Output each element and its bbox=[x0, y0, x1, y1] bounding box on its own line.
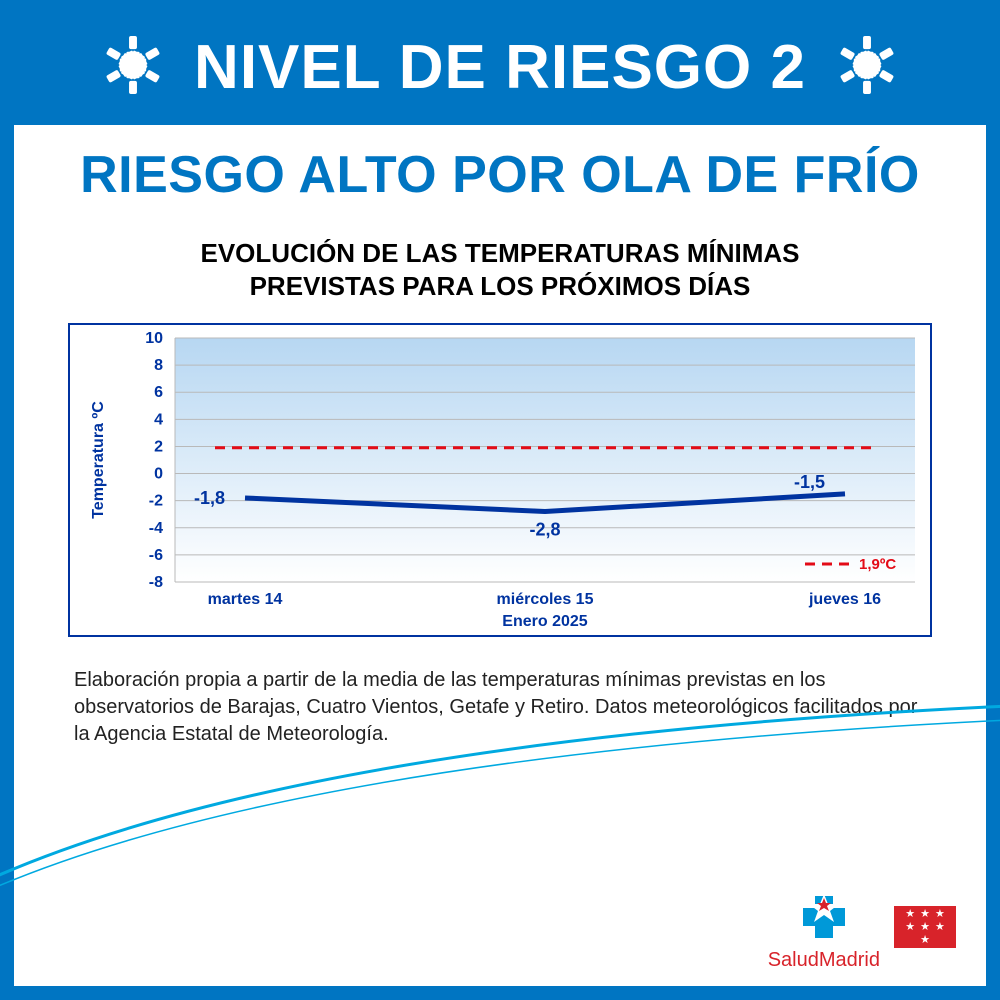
svg-text:jueves 16: jueves 16 bbox=[808, 591, 881, 608]
risk-level-banner: NIVEL DE RIESGO 2 bbox=[14, 14, 986, 125]
svg-text:4: 4 bbox=[154, 411, 163, 428]
svg-text:8: 8 bbox=[154, 357, 163, 374]
svg-text:-1,5: -1,5 bbox=[794, 472, 825, 492]
svg-text:martes 14: martes 14 bbox=[208, 591, 283, 608]
svg-text:1,9ºC: 1,9ºC bbox=[859, 556, 896, 573]
risk-subtitle: RIESGO ALTO POR OLA DE FRÍO bbox=[14, 125, 986, 213]
svg-text:Temperatura ºC: Temperatura ºC bbox=[90, 401, 107, 519]
svg-text:-6: -6 bbox=[149, 547, 163, 564]
chart-title-line2: PREVISTAS PARA LOS PRÓXIMOS DÍAS bbox=[14, 270, 986, 303]
svg-text:miércoles 15: miércoles 15 bbox=[497, 591, 594, 608]
infographic-frame: NIVEL DE RIESGO 2 bbox=[0, 0, 1000, 1000]
chart-title-line1: EVOLUCIÓN DE LAS TEMPERATURAS MÍNIMAS bbox=[14, 237, 986, 270]
chart-title: EVOLUCIÓN DE LAS TEMPERATURAS MÍNIMAS PR… bbox=[14, 237, 986, 302]
svg-text:Enero 2025: Enero 2025 bbox=[502, 613, 587, 630]
snowflake-icon bbox=[100, 32, 166, 103]
svg-text:-8: -8 bbox=[149, 574, 163, 591]
salud-madrid-logo: SaludMadrid bbox=[768, 892, 880, 972]
madrid-flag-logo: ★★★★ ★★★ bbox=[894, 906, 956, 948]
svg-text:10: 10 bbox=[145, 330, 163, 347]
temperature-chart: 10 8 6 4 2 0 -2 -4 -6 -8 Temperatura ºC -1,8 -2,8 -1,… bbox=[65, 320, 935, 645]
svg-text:-2: -2 bbox=[149, 493, 163, 510]
svg-text:0: 0 bbox=[154, 466, 163, 483]
snowflake-icon bbox=[834, 32, 900, 103]
banner-title: NIVEL DE RIESGO 2 bbox=[194, 32, 806, 103]
svg-text:6: 6 bbox=[154, 384, 163, 401]
chart-footnote: Elaboración propia a partir de la media … bbox=[74, 667, 926, 748]
svg-text:-1,8: -1,8 bbox=[194, 488, 225, 508]
logo-area: SaludMadrid ★★★★ ★★★ bbox=[768, 892, 956, 972]
svg-text:-4: -4 bbox=[149, 520, 163, 537]
svg-text:-2,8: -2,8 bbox=[529, 520, 560, 540]
svg-text:2: 2 bbox=[154, 438, 163, 455]
salud-madrid-text: SaludMadrid bbox=[768, 949, 880, 972]
